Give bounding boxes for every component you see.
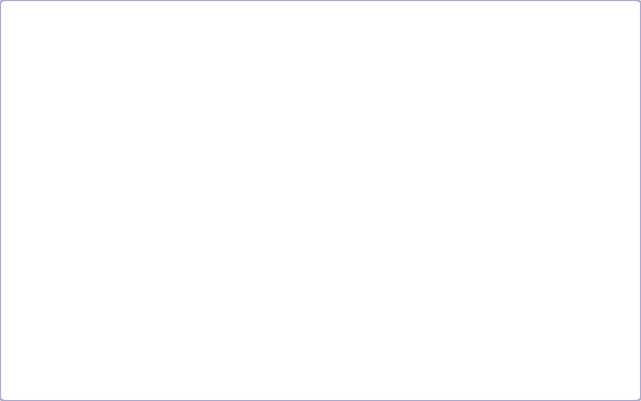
Text: The n: The n [114, 232, 161, 249]
Text: between each consecutive term is a constant.: between each consecutive term is a const… [212, 119, 601, 137]
FancyBboxPatch shape [13, 140, 551, 401]
Text: d: d [201, 119, 213, 137]
Text: $a_n = a + (n-1)$: $a_n = a + (n-1)$ [249, 230, 383, 251]
Text: $S_n = \dfrac{n}{2}\left[a+a_n\right]$: $S_n = \dfrac{n}{2}\left[a+a_n\right]$ [221, 352, 344, 385]
Text: th: th [192, 222, 203, 231]
Text: $d$: $d$ [446, 304, 460, 322]
Text: the difference: the difference [35, 119, 157, 137]
Text: An arithmetic sequence is a sequence of numbers such that: An arithmetic sequence is a sequence of … [32, 71, 533, 89]
Text: Arithmetic Sequence and Series: Arithmetic Sequence and Series [81, 28, 483, 48]
Text: term,: term, [206, 232, 257, 249]
Text: $\left.\right]$: $\left.\right]$ [455, 303, 463, 322]
Text: $d$: $d$ [426, 232, 439, 249]
Text: $S_n = \dfrac{n}{2}\left[2a+(n-1)\right.$: $S_n = \dfrac{n}{2}\left[2a+(n-1)\right.… [271, 296, 438, 329]
Text: Sum of first n terms,: Sum of first n terms, [41, 304, 212, 322]
Text: $a,\ a+d,\ a+2d,\ a+3d,...$: $a,\ a+d,\ a+2d,\ a+3d,...$ [149, 176, 415, 197]
